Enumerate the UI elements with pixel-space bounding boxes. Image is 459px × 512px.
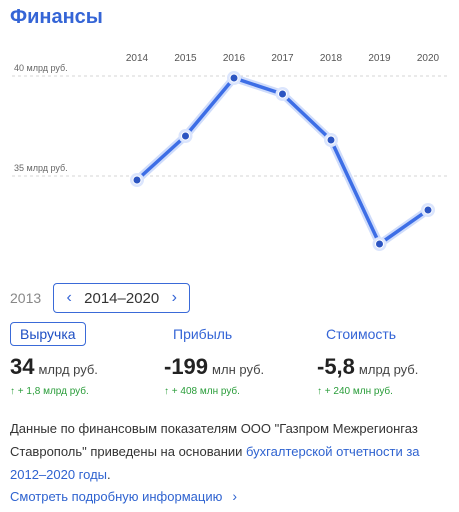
revenue-unit: млрд руб. [38, 362, 98, 377]
y-tick-label: 35 млрд руб. [14, 163, 68, 173]
range-box: ‹ 2014–2020 › [53, 283, 191, 313]
more-info-label: Смотреть подробную информацию [10, 488, 223, 504]
cost-delta: ↑ + 240 млн руб. [317, 386, 393, 397]
tab-profit[interactable]: Прибыль [173, 326, 233, 342]
section-title: Финансы [10, 6, 103, 28]
x-tick-label: 2017 [271, 53, 294, 64]
x-tick-label: 2019 [368, 53, 391, 64]
data-point [375, 239, 384, 249]
chevron-right-icon: › [232, 488, 238, 504]
year-range-selector: 2013 ‹ 2014–2020 › [10, 283, 191, 313]
data-point [229, 73, 239, 83]
x-tick-label: 2015 [174, 53, 197, 64]
metric-value-row: -199 млн руб. [164, 354, 264, 380]
chevron-left-icon[interactable]: ‹ [66, 289, 72, 306]
revenue-value: 34 [10, 354, 35, 379]
data-point [278, 89, 287, 99]
description-end: . [107, 467, 111, 482]
profit-unit: млн руб. [212, 362, 265, 377]
x-tick-label: 2014 [126, 53, 149, 64]
chevron-right-icon[interactable]: › [171, 289, 177, 306]
accounting-link[interactable]: бухгалтерской отчетности за 2012–2020 го… [10, 444, 420, 482]
cost-value: -5,8 [317, 354, 355, 379]
range-label: 2014–2020 [84, 289, 160, 307]
data-point [423, 205, 433, 215]
metric-revenue: Выручка 34 млрд руб. ↑ + 1,8 млрд руб. [10, 322, 98, 397]
metric-value-row: -5,8 млрд руб. [317, 354, 418, 380]
data-point [326, 135, 336, 145]
x-tick-label: 2016 [223, 53, 246, 64]
finance-description: Данные по финансовым показателям ООО "Га… [10, 417, 452, 486]
prev-year-label[interactable]: 2013 [10, 290, 42, 306]
data-point [132, 175, 142, 185]
description-text: Данные по финансовым показателям ООО "Га… [10, 421, 418, 459]
metric-value-row: 34 млрд руб. [10, 354, 98, 380]
series-line [135, 76, 430, 246]
tab-cost[interactable]: Стоимость [326, 326, 397, 342]
profit-delta: ↑ + 408 млн руб. [164, 386, 240, 397]
cost-unit: млрд руб. [358, 362, 419, 377]
more-info-link[interactable]: Смотреть подробную информацию › [10, 488, 237, 504]
tab-revenue[interactable]: Выручка [10, 322, 86, 346]
revenue-line-chart: 40 млрд руб. 35 млрд руб. 2014 2015 2016 2017… [12, 53, 448, 251]
profit-value: -199 [164, 354, 209, 379]
metric-value-cost: Стоимость -5,8 млрд руб. ↑ + 240 млн руб. [317, 322, 418, 397]
metric-profit: Прибыль -199 млн руб. ↑ + 408 млн руб. [164, 322, 264, 397]
y-tick-label: 40 млрд руб. [14, 63, 68, 73]
data-point [181, 131, 190, 141]
series-line-glow [133, 74, 432, 248]
x-tick-label: 2020 [417, 53, 440, 64]
metrics-panel: Выручка 34 млрд руб. ↑ + 1,8 млрд руб. Пр… [10, 322, 450, 402]
x-tick-label: 2018 [320, 53, 343, 64]
revenue-delta: ↑ + 1,8 млрд руб. [10, 386, 89, 397]
